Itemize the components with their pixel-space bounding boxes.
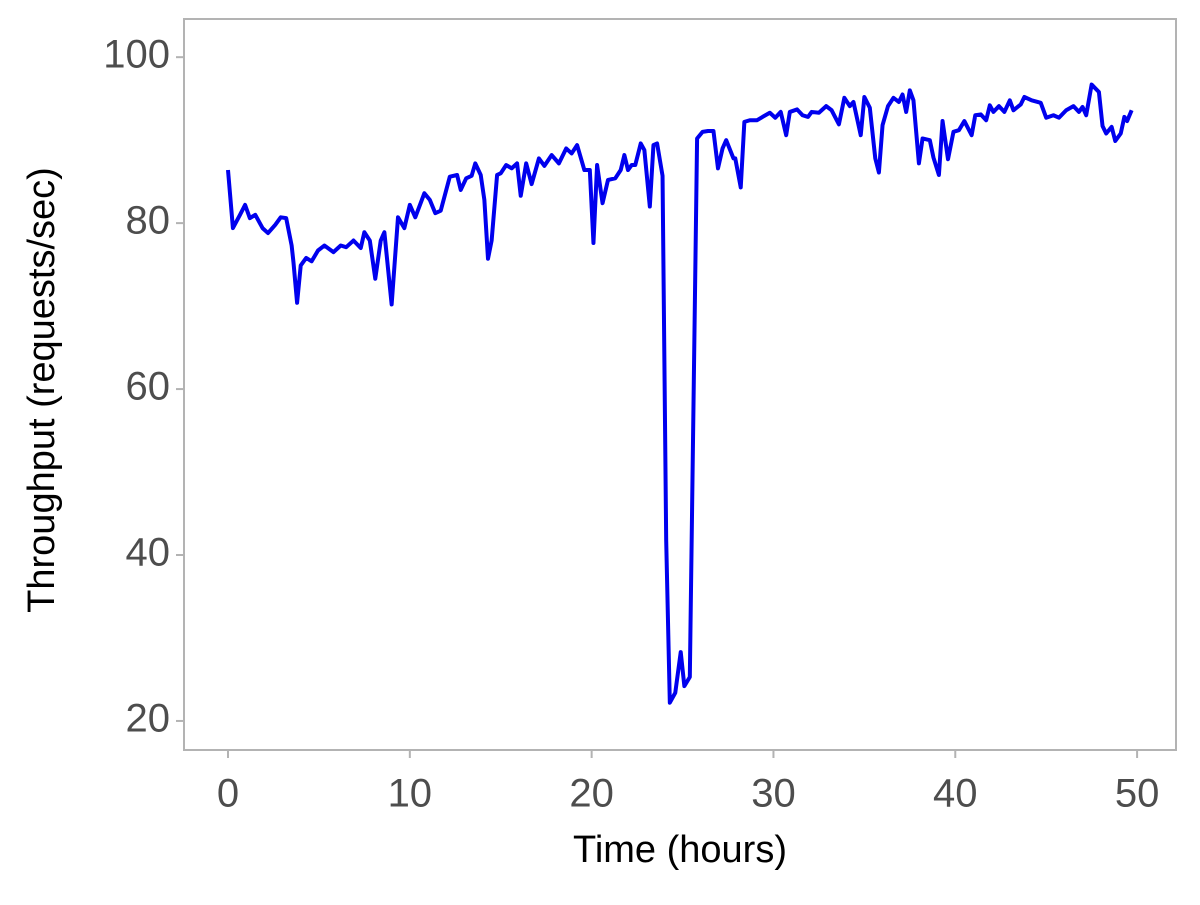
x-tick-label: 50	[1115, 772, 1160, 816]
y-axis-title: Throughput (requests/sec)	[21, 167, 63, 613]
y-tick-label: 60	[126, 365, 171, 409]
y-tick-label: 20	[126, 697, 171, 741]
x-axis-title: Time (hours)	[573, 829, 787, 871]
x-tick-label: 30	[751, 772, 796, 816]
x-tick-label: 0	[217, 772, 239, 816]
data-line	[226, 82, 1134, 705]
y-tick-label: 80	[126, 199, 171, 243]
x-tick-label: 20	[569, 772, 614, 816]
plot-frame	[183, 18, 1177, 751]
x-tick-label: 40	[933, 772, 978, 816]
y-tick-label: 40	[126, 531, 171, 575]
x-tick-label: 10	[388, 772, 433, 816]
y-tick-label: 100	[103, 33, 170, 77]
